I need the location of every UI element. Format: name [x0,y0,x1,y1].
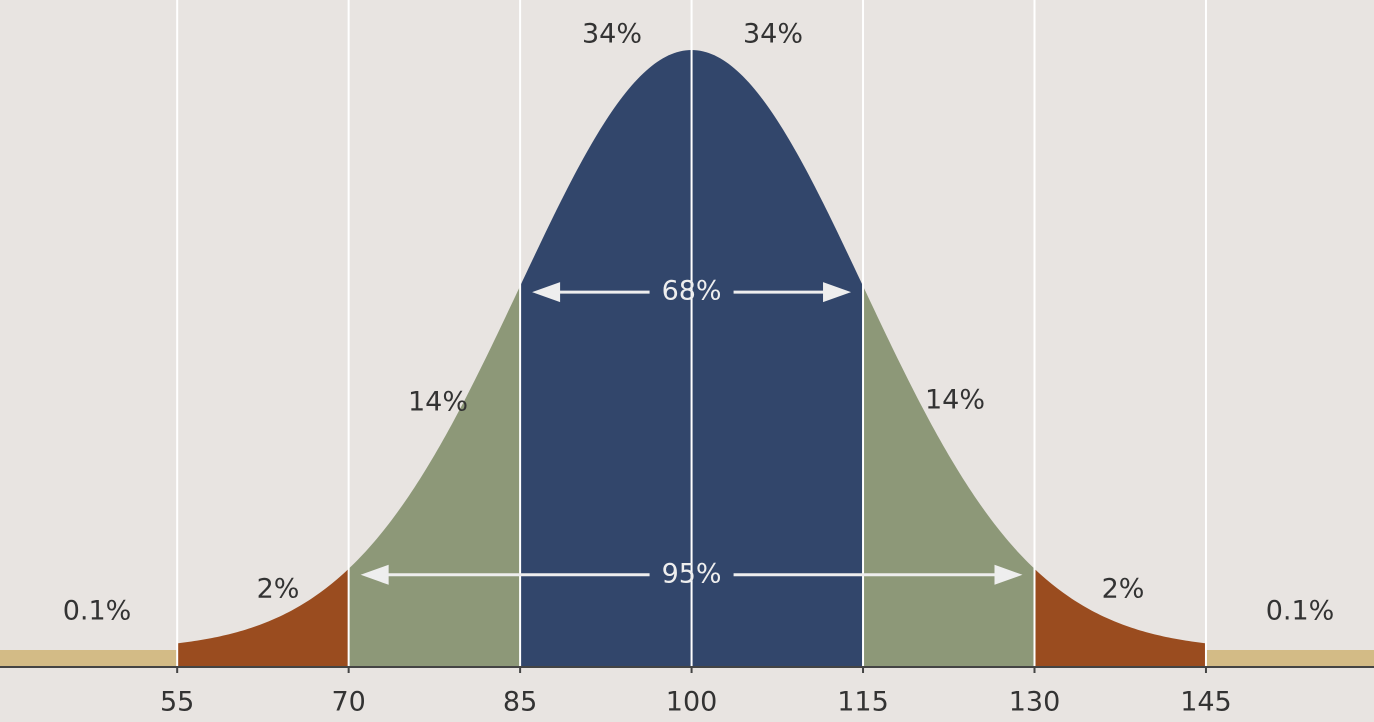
span-arrow [532,282,852,303]
value-label: 34% [743,19,803,50]
value-label: 14% [408,387,468,418]
x-tick-label: 115 [837,687,889,718]
value-label: 0.1% [1266,596,1335,627]
value-label: 0.1% [63,596,132,627]
x-tick-label: 85 [503,687,537,718]
arrow-head [994,564,1023,585]
value-label: 34% [582,19,642,50]
value-label: 2% [1102,574,1145,605]
region [348,286,521,667]
region [863,286,1035,667]
x-tick-label: 100 [666,687,718,718]
span-arrow [360,564,1023,585]
region [1205,650,1374,667]
x-tick-label: 145 [1180,687,1232,718]
value-label: 14% [925,385,985,416]
span-label: 68% [662,276,722,307]
region [177,568,349,667]
region [520,50,692,667]
region [0,650,178,667]
value-label: 2% [257,574,300,605]
x-tick-label: 70 [331,687,365,718]
region [1034,568,1206,667]
arrow-head [360,564,389,585]
arrow-head [823,282,852,303]
x-tick-label: 55 [160,687,194,718]
x-tick-label: 130 [1009,687,1061,718]
arrow-head [532,282,561,303]
region [691,50,864,667]
span-label: 95% [662,558,722,589]
